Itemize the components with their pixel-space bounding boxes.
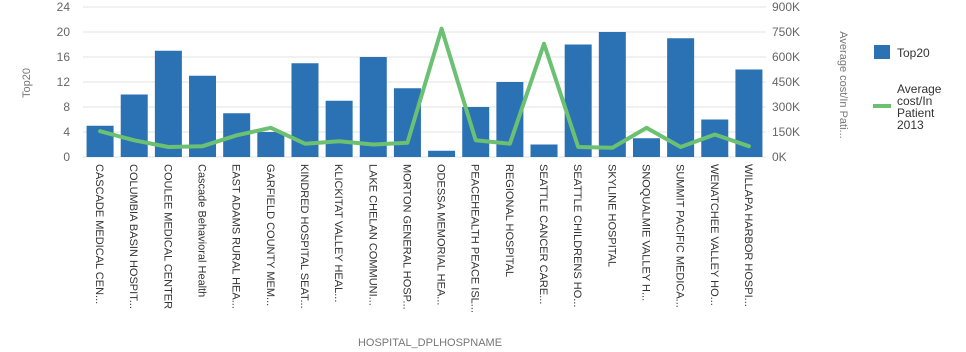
x-axis: CASCADE MEDICAL CEN... COLUMBIA BASIN HOS… [93, 164, 754, 313]
bar[interactable] [428, 150, 456, 157]
bar[interactable] [667, 38, 695, 157]
x-tick-label: LAKE CHELAN COMMUNI... [366, 164, 378, 306]
x-tick-label: SEATTLE CHILDRENS HO... [571, 164, 583, 307]
bar[interactable] [154, 50, 182, 157]
y-tick-label: 20 [57, 25, 71, 39]
bar[interactable] [393, 88, 421, 157]
x-tick-label: COULEE MEDICAL CENTER [161, 164, 173, 309]
x-tick-label: REGIONAL HOSPITAL [503, 164, 515, 277]
y2-tick-label: 0K [772, 150, 787, 164]
y-tick-label: 0 [63, 150, 70, 164]
bar[interactable] [632, 138, 660, 157]
y2-tick-label: 150K [772, 125, 800, 139]
bar[interactable] [564, 44, 592, 158]
x-tick-label: EAST ADAMS RURAL HEA... [230, 164, 242, 309]
bar[interactable] [325, 100, 353, 157]
y-tick-label: 24 [57, 0, 71, 14]
y-tick-label: 16 [57, 50, 71, 64]
x-tick-label: SKYLINE HOSPITAL [605, 164, 617, 267]
x-tick-label: WENATCHEE VALLEY HO... [708, 164, 720, 306]
x-tick-label: PEACEHEALTH PEACE ISL... [469, 164, 481, 313]
line-series [98, 26, 751, 150]
x-tick-label: SEATTLE CANCER CARE... [537, 164, 549, 304]
y-axis-left: 0 4 8 12 16 20 24 [57, 0, 71, 164]
y-tick-label: 4 [63, 125, 70, 139]
y2-tick-label: 300K [772, 100, 800, 114]
y-axis-right: 0K 150K 300K 450K 600K 750K 900K [772, 0, 800, 164]
x-tick-label: WILLAPA HARBOR HOSPI... [742, 164, 754, 307]
y2-axis-title: Average cost/In Pati... [837, 31, 849, 138]
x-tick-label: Cascade Behavioral Health [196, 164, 208, 297]
y2-tick-label: 600K [772, 50, 800, 64]
x-tick-label: SNOQUALMIE VALLEY H... [640, 164, 652, 301]
bar[interactable] [598, 32, 626, 157]
legend: Top20 Average cost/In Patient 2013 [873, 45, 942, 132]
x-tick-label: CASCADE MEDICAL CEN... [93, 164, 105, 304]
bar[interactable] [359, 57, 387, 157]
x-tick-label: SUMMIT PACIFIC MEDICA... [674, 164, 686, 308]
x-tick-label: MORTON GENERAL HOSP... [400, 164, 412, 310]
legend-label: Top20 [897, 46, 930, 60]
legend-swatch-bar [874, 45, 890, 59]
x-tick-label: KLICKITAT VALLEY HEAL... [332, 164, 344, 302]
legend-label: Average cost/In Patient 2013 [897, 82, 942, 132]
y2-tick-label: 450K [772, 75, 800, 89]
x-axis-title: HOSPITAL_DPLHOSPNAME [358, 337, 502, 349]
bar[interactable] [120, 94, 148, 158]
x-tick-label: KINDRED HOSPITAL SEAT... [298, 164, 310, 309]
y-tick-label: 8 [63, 100, 70, 114]
y2-tick-label: 900K [772, 0, 800, 14]
y-tick-label: 12 [57, 75, 71, 89]
bar-series [86, 32, 763, 158]
y2-tick-label: 750K [772, 25, 800, 39]
x-tick-label: ODESSA MEMORIAL HEA... [435, 164, 447, 305]
bar[interactable] [257, 132, 285, 157]
bar[interactable] [530, 144, 558, 158]
x-tick-label: COLUMBIA BASIN HOSPIT... [127, 164, 139, 309]
x-tick-label: GARFIELD COUNTY MEM... [264, 164, 276, 306]
y-axis-title: Top20 [21, 68, 33, 98]
